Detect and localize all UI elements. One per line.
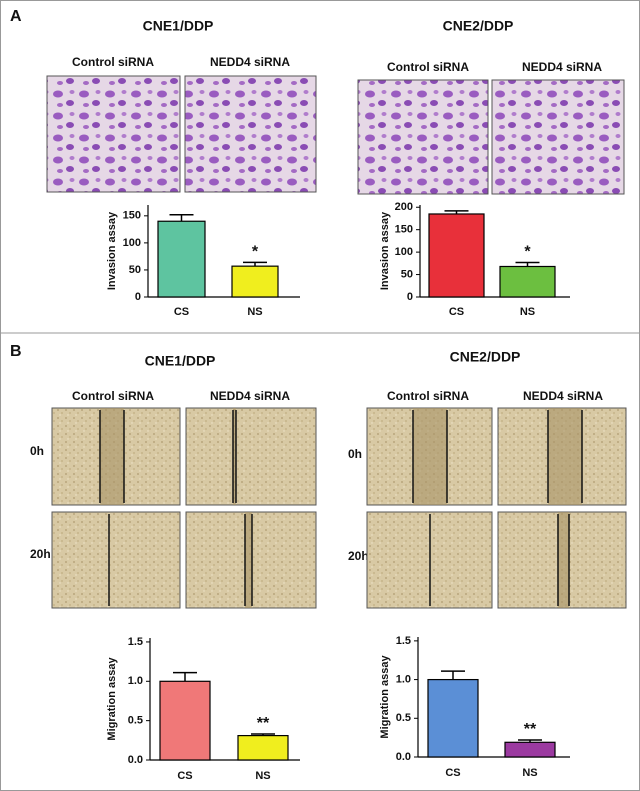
- image-caption: Control siRNA: [72, 55, 154, 69]
- micrograph: [185, 407, 317, 506]
- scratch-gap: [548, 408, 582, 505]
- column-title: CNE1/DDP: [145, 353, 216, 369]
- image-caption: NEDD4 siRNA: [210, 389, 290, 403]
- y-tick-label: 0.0: [128, 754, 143, 766]
- y-tick-label: 1.5: [396, 635, 411, 647]
- image-caption: Control siRNA: [387, 389, 469, 403]
- y-tick-label: 100: [395, 246, 413, 258]
- panel-label: A: [10, 8, 22, 25]
- significance: **: [524, 721, 537, 738]
- y-tick-label: 1.0: [396, 673, 411, 685]
- bar: [157, 220, 206, 298]
- image-caption: NEDD4 siRNA: [522, 60, 602, 74]
- image-caption: NEDD4 siRNA: [523, 389, 603, 403]
- y-axis-label: Invasion assay: [106, 211, 118, 290]
- y-axis-label: Migration assay: [106, 657, 118, 741]
- y-tick-label: 50: [401, 268, 413, 280]
- image-caption: Control siRNA: [72, 389, 154, 403]
- y-tick-label: 1.5: [128, 636, 143, 648]
- bar: [499, 265, 556, 298]
- y-tick-label: 0: [135, 291, 141, 303]
- micrograph: [184, 75, 317, 193]
- row-label: 20h: [348, 549, 369, 563]
- bar: [504, 741, 556, 758]
- y-tick-label: 0.5: [128, 715, 143, 727]
- y-tick-label: 0.0: [396, 751, 411, 763]
- column-title: CNE2/DDP: [443, 18, 514, 34]
- y-axis-label: Migration assay: [379, 655, 391, 739]
- x-tick-label: CS: [177, 770, 192, 782]
- y-tick-label: 1.0: [128, 675, 143, 687]
- y-tick-label: 100: [123, 237, 141, 249]
- micrograph: [357, 79, 489, 195]
- y-tick-label: 50: [129, 264, 141, 276]
- x-tick-label: CS: [445, 767, 460, 779]
- column-title: CNE2/DDP: [450, 349, 521, 365]
- bar: [428, 213, 485, 298]
- scratch-gap: [558, 512, 569, 608]
- column-title: CNE1/DDP: [143, 18, 214, 34]
- scratch-gap: [100, 408, 124, 505]
- bar: [159, 680, 211, 761]
- scratch-gap: [413, 408, 447, 505]
- scratch-gap: [233, 408, 236, 505]
- y-tick-label: 0: [407, 291, 413, 303]
- x-tick-label: NS: [520, 306, 535, 318]
- bar: [427, 678, 479, 758]
- significance: *: [524, 244, 531, 261]
- x-tick-label: NS: [247, 306, 262, 318]
- x-tick-label: NS: [522, 767, 537, 779]
- significance: **: [257, 715, 270, 732]
- significance: *: [252, 244, 259, 261]
- y-tick-label: 150: [395, 224, 413, 236]
- y-axis-label: Invasion assay: [379, 211, 391, 290]
- y-tick-label: 200: [395, 201, 413, 213]
- bar: [231, 265, 279, 298]
- scratch-gap: [245, 512, 252, 608]
- image-caption: Control siRNA: [387, 60, 469, 74]
- x-tick-label: CS: [174, 306, 189, 318]
- x-tick-label: NS: [255, 770, 270, 782]
- micrograph: [491, 79, 625, 195]
- micrograph: [51, 511, 181, 609]
- row-label: 0h: [348, 447, 362, 461]
- bar: [237, 734, 289, 761]
- row-label: 0h: [30, 444, 44, 458]
- image-caption: NEDD4 siRNA: [210, 55, 290, 69]
- layer: A CNE1/DDP Control siRNA NEDD4 siRNA CNE2/DD…: [10, 8, 627, 782]
- row-label: 20h: [30, 547, 51, 561]
- panel-label: B: [10, 343, 22, 360]
- micrograph: [46, 75, 181, 193]
- x-tick-label: CS: [449, 306, 464, 318]
- y-tick-label: 0.5: [396, 712, 411, 724]
- y-tick-label: 150: [123, 210, 141, 222]
